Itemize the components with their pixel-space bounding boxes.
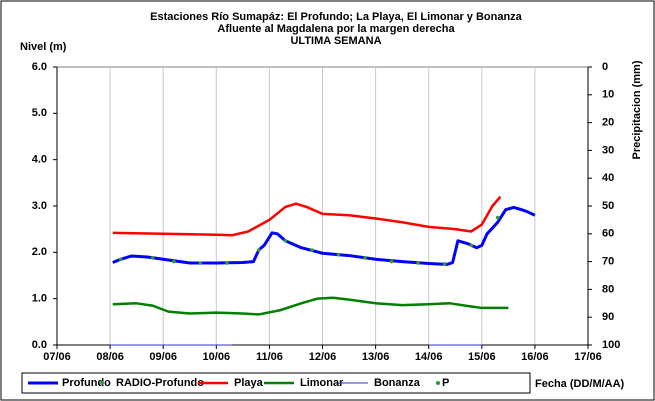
- x-tick-label: 15/06: [468, 351, 496, 363]
- x-tick-label: 11/06: [256, 351, 283, 363]
- legend-label: Bonanza: [374, 377, 421, 389]
- x-tick-label: 13/06: [362, 351, 390, 363]
- legend-swatch: [436, 381, 440, 385]
- chart-title: Estaciones Río Sumapáz: El Profundo; La …: [150, 11, 523, 23]
- y2-tick-label: 90: [602, 311, 614, 323]
- x-tick-label: 12/06: [309, 351, 337, 363]
- y2-tick-label: 0: [602, 61, 608, 73]
- y2-tick-label: 80: [602, 283, 614, 295]
- data-point: [495, 215, 500, 220]
- data-point: [310, 248, 314, 252]
- y-tick-label: 0.0: [32, 339, 47, 351]
- y2-tick-label: 100: [602, 339, 620, 351]
- legend-label: P: [442, 377, 449, 389]
- chart-subtitle: Afluente al Magdalena por la margen dere…: [217, 23, 455, 35]
- x-tick-label: 09/06: [149, 351, 177, 363]
- data-point: [469, 243, 473, 248]
- y-tick-label: 4.0: [32, 154, 47, 166]
- x-tick-label: 07/06: [43, 351, 71, 363]
- data-point: [389, 259, 394, 264]
- legend-label: Limonar: [300, 377, 344, 389]
- data-point: [225, 261, 229, 265]
- x-tick-label: 08/06: [96, 351, 124, 363]
- data-point: [118, 257, 123, 262]
- y-tick-label: 6.0: [32, 61, 47, 73]
- y2-tick-label: 30: [602, 144, 614, 156]
- data-point: [198, 261, 203, 265]
- legend-label: Profundo: [62, 377, 111, 389]
- x-tick-label: 17/06: [574, 351, 602, 363]
- y-tick-label: 5.0: [32, 107, 47, 119]
- y2-tick-label: 50: [602, 200, 614, 212]
- x-tick-label: 14/06: [415, 351, 443, 363]
- y2-tick-label: 70: [602, 256, 614, 268]
- data-point: [150, 256, 155, 260]
- data-point: [256, 248, 261, 252]
- y-tick-label: 3.0: [32, 200, 47, 212]
- y-tick-label: 1.0: [32, 293, 47, 305]
- y-axis-label: Nivel (m): [20, 41, 67, 53]
- data-point: [172, 259, 176, 264]
- series-line: [112, 195, 502, 237]
- data-point: [283, 238, 288, 243]
- legend-label: Playa: [234, 377, 264, 389]
- x-axis-label: Fecha (DD/M/AA): [535, 378, 625, 390]
- series-line: [112, 296, 509, 316]
- chart-subtitle: ULTIMA SEMANA: [290, 35, 381, 47]
- data-point: [363, 256, 367, 260]
- y2-tick-label: 10: [602, 89, 614, 101]
- legend-label: RADIO-Profundo: [116, 377, 204, 389]
- y2-axis-label: Precipitacion (mm): [631, 60, 643, 159]
- data-point: [416, 261, 420, 265]
- data-point: [442, 262, 447, 266]
- x-tick-label: 16/06: [521, 351, 549, 363]
- y-tick-label: 2.0: [32, 246, 47, 258]
- legend-swatch: [100, 381, 104, 385]
- y2-tick-label: 40: [602, 172, 614, 184]
- data-point: [336, 252, 341, 257]
- x-tick-label: 10/06: [203, 351, 231, 363]
- y2-tick-label: 60: [602, 228, 614, 240]
- y2-tick-label: 20: [602, 117, 614, 129]
